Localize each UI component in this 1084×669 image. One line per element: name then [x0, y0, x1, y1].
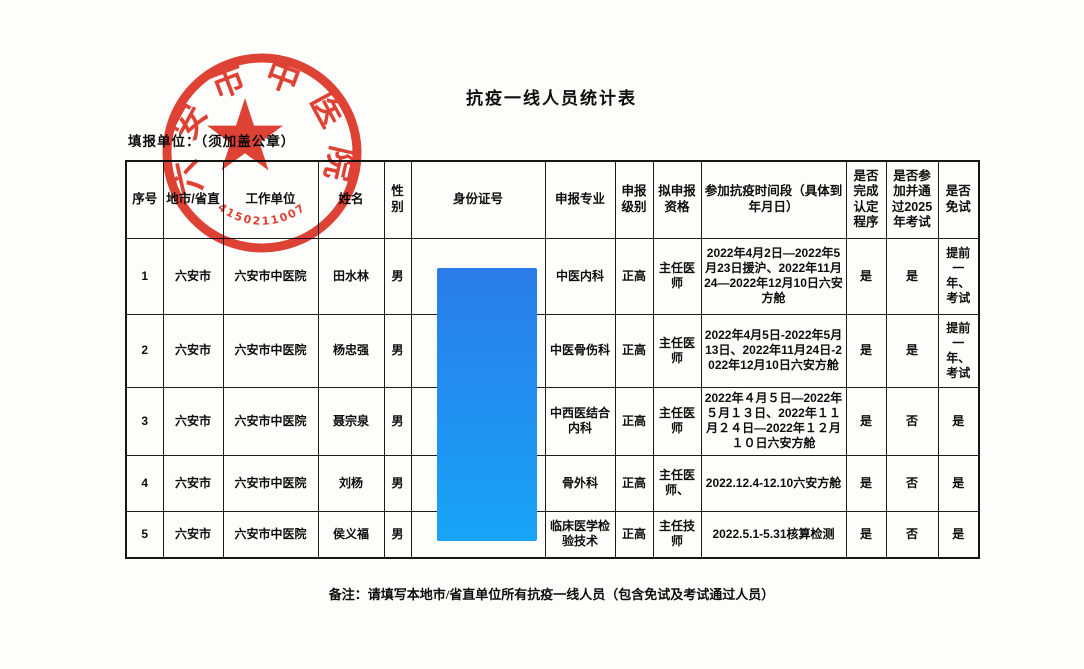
cell-index: 5: [125, 510, 164, 559]
cell-workunit: 六安市中医院: [222, 237, 319, 315]
cell-name: 杨忠强: [317, 313, 385, 388]
cell-procedure-done: 是: [845, 237, 887, 315]
header-cell-workunit: 工作单位: [222, 160, 319, 239]
cell-city: 六安市: [162, 386, 224, 456]
header-cell-exam-2025: 是否参加并通过2025年考试: [885, 160, 939, 239]
cell-city: 六安市: [162, 510, 224, 559]
cell-workunit: 六安市中医院: [222, 454, 319, 512]
cell-name: 田水林: [317, 237, 385, 315]
cell-exam-2025: 是: [885, 237, 939, 315]
cell-specialty: 骨外科: [544, 454, 616, 512]
cell-specialty: 中医骨伤科: [544, 313, 616, 388]
cell-qualification: 主任医师、: [652, 454, 702, 512]
redaction-overlay: [437, 268, 537, 541]
statistics-table: 序号 地市/省直 工作单位 姓名 性别 身份证号 申报专业 申报级别 拟申报资格…: [125, 160, 980, 559]
cell-workunit: 六安市中医院: [222, 386, 319, 456]
cell-exam-2025: 否: [885, 454, 939, 512]
header-cell-level: 申报级别: [614, 160, 654, 239]
cell-gender: 男: [383, 386, 412, 456]
cell-exam-2025: 否: [885, 510, 939, 559]
header-cell-index: 序号: [125, 160, 164, 239]
table-row: 1 六安市 六安市中医院 田水林 男 4 中医内科 正高 主任医师 2022年4…: [125, 237, 980, 315]
cell-gender: 男: [383, 454, 412, 512]
header-cell-gender: 性别: [383, 160, 412, 239]
header-cell-qualification: 拟申报资格: [652, 160, 702, 239]
cell-period: 2022年４月５日—2022年５月１３日、2022年１１月２４日—2022年１２…: [700, 386, 847, 456]
header-cell-name: 姓名: [317, 160, 385, 239]
cell-index: 4: [125, 454, 164, 512]
cell-city: 六安市: [162, 237, 224, 315]
cell-gender: 男: [383, 237, 412, 315]
cell-exempt: 是: [937, 386, 980, 456]
cell-exam-2025: 否: [885, 386, 939, 456]
cell-city: 六安市: [162, 454, 224, 512]
header-cell-procedure-done: 是否完成认定程序: [845, 160, 887, 239]
cell-period: 2022年4月5日-2022年5月13日、2022年11月24日-2022年12…: [700, 313, 847, 388]
cell-gender: 男: [383, 313, 412, 388]
cell-exempt: 是: [937, 454, 980, 512]
cell-period: 2022年4月2日—2022年5月23日援沪、2022年11月24—2022年1…: [700, 237, 847, 315]
cell-level: 正高: [614, 510, 654, 559]
cell-procedure-done: 是: [845, 313, 887, 388]
cell-qualification: 主任医师: [652, 237, 702, 315]
cell-level: 正高: [614, 454, 654, 512]
cell-qualification: 主任医师: [652, 386, 702, 456]
cell-level: 正高: [614, 313, 654, 388]
header-cell-period: 参加抗疫时间段（具体到年月日）: [700, 160, 847, 239]
cell-specialty: 中西医结合内科: [544, 386, 616, 456]
cell-workunit: 六安市中医院: [222, 510, 319, 559]
header-cell-city: 地市/省直: [162, 160, 224, 239]
cell-period: 2022.5.1-5.31核算检测: [700, 510, 847, 559]
cell-procedure-done: 是: [845, 454, 887, 512]
cell-qualification: 主任医师: [652, 313, 702, 388]
cell-exam-2025: 是: [885, 313, 939, 388]
cell-procedure-done: 是: [845, 386, 887, 456]
table-row: 2 六安市 六安市中医院 杨忠强 男 1 中医骨伤科 正高 主任医师 2022年…: [125, 313, 980, 388]
table-row: 5 六安市 六安市中医院 侯义福 男 3 临床医学检验技术 正高 主任技师 20…: [125, 510, 980, 559]
cell-index: 2: [125, 313, 164, 388]
header-cell-exempt: 是否免试: [937, 160, 980, 239]
cell-period: 2022.12.4-12.10六安方舱: [700, 454, 847, 512]
header-cell-id-number: 身份证号: [410, 160, 546, 239]
fill-unit-label: 填报单位：（须加盖公章）: [128, 134, 296, 149]
page-title: 抗疫一线人员统计表: [466, 89, 637, 108]
cell-specialty: 临床医学检验技术: [544, 510, 616, 559]
cell-level: 正高: [614, 237, 654, 315]
cell-name: 聂宗泉: [317, 386, 385, 456]
cell-index: 3: [125, 386, 164, 456]
cell-city: 六安市: [162, 313, 224, 388]
cell-gender: 男: [383, 510, 412, 559]
cell-level: 正高: [614, 386, 654, 456]
footnote: 备注：请填写本地市/省直单位所有抗疫一线人员（包含免试及考试通过人员）: [328, 587, 775, 602]
table-row: 3 六安市 六安市中医院 聂宗泉 男 3 中西医结合内科 正高 主任医师 202…: [125, 386, 980, 456]
cell-exempt: 提前一年、考试: [937, 313, 980, 388]
cell-name: 刘杨: [317, 454, 385, 512]
cell-exempt: 是: [937, 510, 980, 559]
cell-procedure-done: 是: [845, 510, 887, 559]
cell-exempt: 提前一年、考试: [937, 237, 980, 315]
cell-workunit: 六安市中医院: [222, 313, 319, 388]
table-header-row: 序号 地市/省直 工作单位 姓名 性别 身份证号 申报专业 申报级别 拟申报资格…: [125, 160, 980, 239]
cell-name: 侯义福: [317, 510, 385, 559]
cell-qualification: 主任技师: [652, 510, 702, 559]
table-row: 4 六安市 六安市中医院 刘杨 男 3 骨外科 正高 主任医师、 2022.12…: [125, 454, 980, 512]
cell-index: 1: [125, 237, 164, 315]
header-cell-specialty: 申报专业: [544, 160, 616, 239]
cell-specialty: 中医内科: [544, 237, 616, 315]
